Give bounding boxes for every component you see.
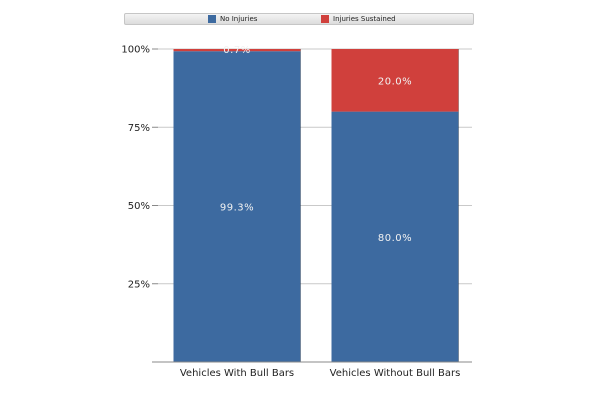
data-label: 99.3% (220, 203, 254, 214)
bar-segment (173, 51, 301, 362)
data-label: 20.0% (378, 76, 412, 87)
legend-swatch-injuries-sustained (321, 15, 329, 23)
y-tick-label: 75% (128, 123, 150, 134)
legend-label-no-injuries: No Injuries (220, 15, 258, 23)
bar-segment (331, 49, 459, 112)
legend-item-no-injuries: No Injuries (208, 14, 257, 24)
x-tick-label: Vehicles Without Bull Bars (330, 368, 461, 379)
legend-swatch-no-injuries (208, 15, 216, 23)
legend: No Injuries Injuries Sustained (124, 13, 474, 25)
x-tick-label: Vehicles With Bull Bars (180, 368, 294, 379)
y-tick-label: 100% (121, 45, 150, 56)
bar-segment (173, 49, 301, 52)
data-label: 80.0% (378, 233, 412, 244)
y-tick-label: 50% (128, 201, 150, 212)
legend-label-injuries-sustained: Injuries Sustained (333, 15, 396, 23)
data-label: 0.7% (223, 45, 250, 56)
legend-item-injuries-sustained: Injuries Sustained (321, 14, 396, 24)
bar-segment (331, 111, 459, 362)
y-tick-label: 25% (128, 279, 150, 290)
